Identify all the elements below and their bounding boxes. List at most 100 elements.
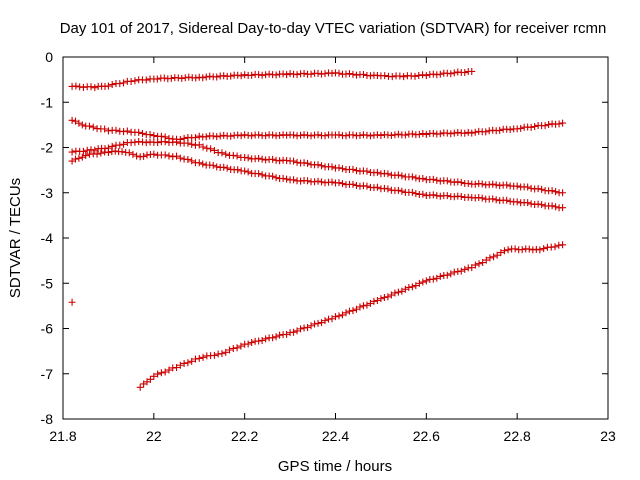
data-point [342,132,350,140]
data-point [419,130,427,138]
data-point [335,164,343,172]
data-point [116,80,124,88]
data-point [349,70,357,78]
data-point [328,163,336,171]
data-point [184,155,192,163]
data-point [199,160,207,168]
data-point [150,150,158,158]
data-point [443,177,451,185]
data-point [447,270,455,278]
data-point [223,164,231,172]
data-point [335,69,343,77]
data-point [279,70,287,78]
data-point [154,139,162,147]
data-point [398,187,406,195]
data-point [531,122,539,130]
data-point [408,283,416,291]
data-point [534,200,542,208]
data-point [222,348,230,356]
data-point [394,130,402,138]
data-point [237,342,245,350]
data-point [504,246,512,254]
data-point [307,322,315,330]
data-point [471,180,479,188]
data-point [419,71,427,79]
data-point [433,274,441,282]
data-point [265,70,273,78]
data-point [150,372,158,380]
data-point [91,146,99,154]
data-point [377,131,385,139]
data-point [461,129,469,137]
data-point [534,185,542,193]
data-point [394,171,402,179]
data-point [248,339,256,347]
data-point [471,128,479,136]
data-point [422,277,430,285]
data-point [551,243,559,251]
ticks-layer: 21.8 22 22.2 22.4 22.6 22.8 23 -8 -7 -6 -5 -4 -3 -2 -1… [41,49,616,444]
data-point [496,126,504,134]
data-point [300,69,308,77]
data-point [120,140,128,148]
data-point [559,189,567,197]
data-point [391,131,399,139]
data-point [482,256,490,264]
data-point [352,167,360,175]
data-point [518,246,526,254]
data-point [202,133,210,141]
data-point [394,288,402,296]
data-point [101,145,109,153]
data-point [241,71,249,79]
data-point [192,74,200,82]
x-tick-label: 21.8 [49,428,76,444]
data-point [195,159,203,167]
data-point [153,75,161,83]
data-point [207,145,215,153]
data-point [138,138,146,146]
data-point [527,123,535,131]
data-point [142,139,150,147]
data-point [255,154,263,162]
data-point [419,190,427,198]
x-tick-label: 22.2 [231,428,258,444]
data-point [342,309,350,317]
series-track-2 [68,116,567,143]
data-point [118,148,126,156]
data-point [276,157,284,165]
data-point [160,74,168,82]
data-point [216,132,224,140]
data-point [300,131,308,139]
data-point [363,131,371,139]
data-point [227,132,235,140]
data-point [408,173,416,181]
data-point [356,303,364,311]
data-point [429,175,437,183]
data-point [111,147,119,155]
data-point [157,369,165,377]
data-point [359,302,367,310]
data-point [91,84,99,92]
data-point [338,180,346,188]
data-point [412,190,420,198]
data-point [79,147,87,155]
data-point [97,149,105,157]
data-point [321,132,329,140]
data-point [373,168,381,176]
data-point [443,192,451,200]
data-point [184,359,192,367]
data-point [191,355,199,363]
data-point [173,152,181,160]
data-point [131,138,139,146]
data-point [75,119,83,127]
data-point [381,72,389,80]
data-point [555,120,563,128]
data-point [213,163,221,171]
data-point [384,293,392,301]
data-point [279,174,287,182]
data-point [307,70,315,78]
data-point [276,131,284,139]
data-point [318,178,326,186]
data-point [255,131,263,139]
data-point [199,353,207,361]
